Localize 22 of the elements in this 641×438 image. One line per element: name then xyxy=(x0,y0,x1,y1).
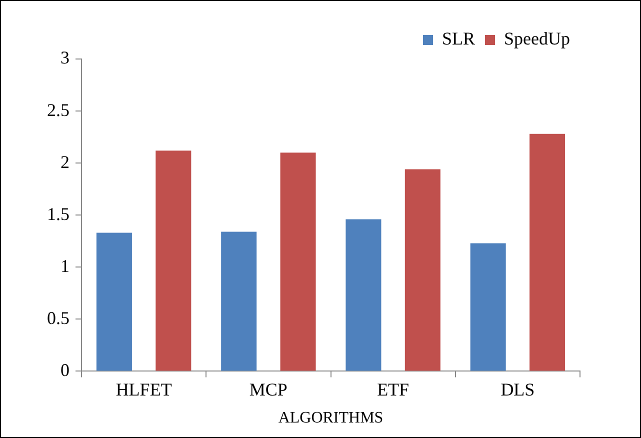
x-tick-label: HLFET xyxy=(116,380,172,400)
y-tick-label: 0 xyxy=(60,360,70,380)
y-tick-label: 1.5 xyxy=(47,204,70,224)
bar xyxy=(96,232,132,371)
bar xyxy=(346,219,382,371)
bar xyxy=(156,150,192,371)
y-tick-label: 2 xyxy=(60,152,70,172)
y-tick-label: 3 xyxy=(60,48,70,68)
x-tick-label: ETF xyxy=(377,380,410,400)
bar xyxy=(280,152,316,371)
x-tick-label: MCP xyxy=(249,380,288,400)
y-tick-label: 1 xyxy=(60,256,70,276)
legend-label: SLR xyxy=(442,28,476,49)
bar xyxy=(221,232,257,371)
bar xyxy=(470,243,506,371)
x-tick-label: DLS xyxy=(500,380,535,400)
bar xyxy=(530,134,566,371)
x-axis-title: ALGORITHMS xyxy=(278,410,384,427)
legend-label: SpeedUp xyxy=(504,28,570,49)
y-tick-label: 2.5 xyxy=(47,100,70,120)
bar xyxy=(404,169,440,371)
y-tick-label: 0.5 xyxy=(47,308,70,328)
